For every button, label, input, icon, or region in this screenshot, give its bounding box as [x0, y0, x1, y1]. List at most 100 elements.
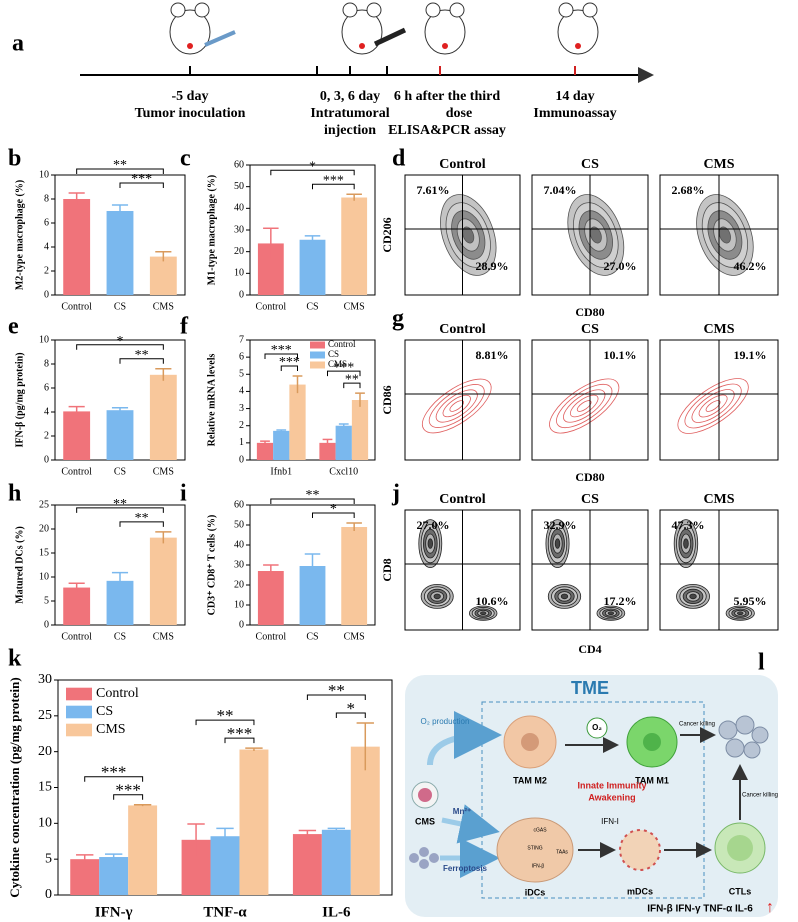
mouse-body: [169, 9, 211, 55]
y-tick-label: 5: [45, 851, 52, 866]
significance-label: **: [135, 348, 149, 363]
significance-bracket: [312, 512, 355, 518]
label: iDCs: [525, 887, 546, 897]
panel-letter: c: [180, 146, 191, 172]
contour: [462, 226, 475, 244]
bar: [341, 197, 368, 295]
panel-letter: l: [758, 650, 765, 676]
contour: [421, 378, 492, 434]
y-tick-label: 0: [44, 619, 49, 630]
significance-label: **: [306, 488, 320, 503]
contours: [677, 378, 749, 434]
label: IFN-I: [601, 817, 619, 826]
panel-letter: b: [8, 146, 21, 172]
legend-label: CS: [96, 704, 113, 719]
significance-bracket: [335, 712, 366, 718]
timeline-label: 0, 3, 6 day: [320, 89, 380, 104]
quadrant-percent: 47.3%: [672, 518, 705, 532]
bar: [149, 537, 177, 625]
y-axis-label: CD8: [380, 558, 394, 581]
y-tick-label: 0: [44, 289, 49, 300]
mouse-body: [424, 9, 466, 55]
bar: [256, 442, 274, 460]
panel-letter: j: [391, 481, 400, 507]
contours: [696, 194, 754, 276]
y-tick-label: 0: [44, 454, 49, 465]
label: TAM M1: [635, 775, 669, 785]
x-tick-label: Control: [61, 466, 92, 477]
x-tick-label: Cxcl10: [329, 466, 358, 477]
bar: [63, 199, 91, 295]
bar: [335, 425, 352, 460]
x-axis-label: CD80: [575, 470, 604, 484]
legend-label: CMS: [328, 359, 347, 369]
timeline-label: injection: [324, 123, 376, 138]
mouse-body: [341, 9, 383, 55]
y-tick-label: 10: [234, 268, 244, 279]
bar: [149, 374, 177, 460]
label: Innate Immunity: [577, 780, 646, 790]
y-tick-label: 25: [38, 708, 52, 723]
y-tick-label: 0: [45, 887, 52, 902]
significance-label: ***: [131, 172, 152, 187]
panel-letter: a: [12, 31, 24, 57]
mouse-ear: [194, 2, 210, 18]
contour: [560, 593, 569, 600]
mdc-cell: [619, 829, 661, 871]
y-tick-label: 6: [44, 382, 49, 393]
contour: [480, 611, 487, 616]
label: Cancer killing: [742, 793, 778, 799]
x-tick-label: IL-6: [322, 904, 351, 920]
y-tick-label: 25: [39, 499, 49, 510]
y-tick-label: 30: [38, 672, 52, 687]
tumor: [575, 43, 581, 49]
bar: [273, 430, 290, 460]
contour: [442, 394, 471, 418]
legend-swatch: [310, 351, 325, 359]
o2-bubble: [586, 717, 608, 739]
significance-bracket: [312, 183, 355, 190]
significance-bracket: [84, 776, 144, 782]
y-tick-label: 15: [38, 780, 52, 795]
contour: [683, 538, 689, 549]
label: Ferroptosis: [443, 864, 488, 873]
arrow: [427, 711, 502, 766]
y-tick-label: 7: [239, 334, 244, 345]
quadrant-percent: 27.0%: [417, 518, 450, 532]
y-tick-label: 50: [234, 519, 244, 530]
y-tick-label: 20: [38, 744, 52, 759]
significance-bracket: [270, 169, 355, 176]
x-tick-label: Ifnb1: [270, 466, 292, 477]
y-tick-label: 10: [234, 599, 244, 610]
contour: [607, 611, 615, 616]
significance-bracket: [119, 182, 164, 188]
plot-title: Control: [439, 322, 486, 337]
bar: [70, 859, 100, 895]
nucleus: [521, 733, 539, 751]
quadrant-percent: 19.1%: [734, 348, 767, 362]
y-tick-label: 0: [239, 619, 244, 630]
label: STING: [527, 845, 542, 851]
plot-title: Control: [439, 492, 486, 507]
contours: [673, 519, 755, 621]
quadrant-percent: 7.61%: [417, 183, 450, 197]
bar: [106, 211, 134, 295]
x-tick-label: CMS: [153, 466, 174, 477]
timeline-label: Intratumoral: [310, 106, 389, 121]
tumor: [442, 43, 448, 49]
significance-bracket: [76, 344, 164, 350]
plot-title: Control: [439, 157, 486, 172]
x-tick-label: Control: [61, 301, 92, 312]
label: O₂ production: [421, 717, 470, 726]
timeline-label: Tumor inoculation: [135, 106, 246, 121]
label: CTLs: [729, 886, 752, 896]
significance-bracket: [119, 521, 164, 527]
legend-swatch: [66, 705, 92, 719]
contour: [549, 378, 620, 434]
x-tick-label: CMS: [344, 301, 365, 312]
contour: [556, 383, 613, 429]
contour: [677, 378, 749, 434]
plot-title: CMS: [703, 157, 734, 172]
significance-label: ***: [279, 355, 300, 370]
